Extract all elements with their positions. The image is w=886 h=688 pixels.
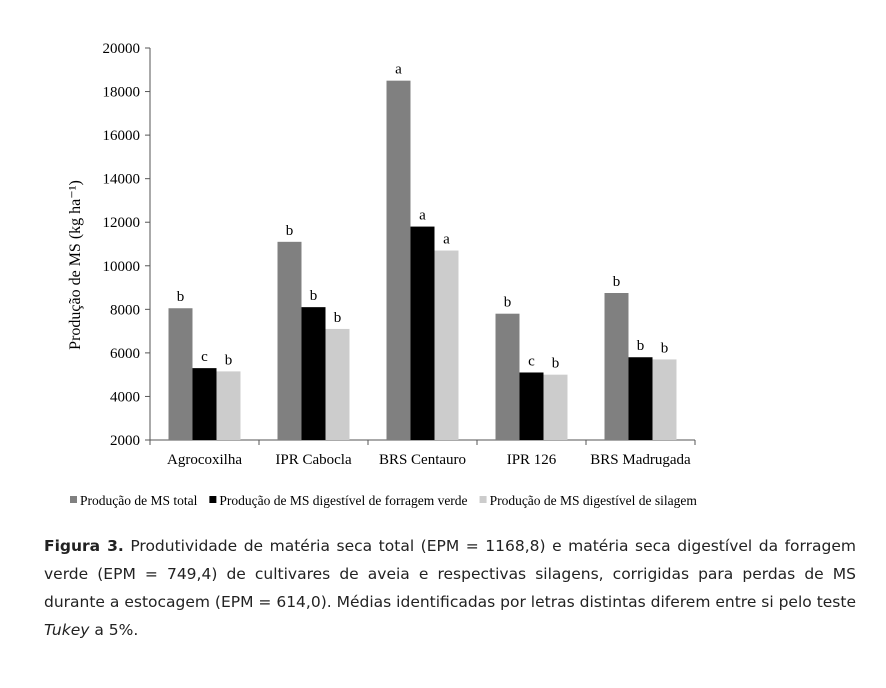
bar-letter-label: b	[310, 288, 318, 304]
bar-letter-label: a	[419, 208, 426, 224]
y-tick-label: 2000	[110, 433, 140, 449]
bar-letter-label: b	[661, 340, 669, 356]
bar-letter-label: b	[334, 310, 342, 326]
bar-chart: 2000 4000 6000 8000 10000 12000 14000 16000 1800…	[67, 41, 697, 508]
x-axis: Agrocoxilha IPR Cabocla BRS Centauro IPR 12…	[149, 439, 696, 468]
caption-label: Figura 3.	[44, 537, 124, 555]
bar	[652, 359, 677, 440]
x-tick-label: IPR 126	[507, 452, 557, 468]
bar	[543, 374, 568, 440]
bar	[628, 357, 653, 440]
legend-label: Produção de MS digestível de silagem	[490, 493, 698, 508]
legend-swatch	[479, 496, 487, 503]
x-tick-label: Agrocoxilha	[167, 452, 242, 468]
bar-letter-label: a	[443, 232, 450, 248]
x-tick-label: BRS Centauro	[379, 452, 466, 468]
figure-caption: Figura 3. Produtividade de matéria seca …	[44, 532, 856, 644]
y-axis-label: Produção de MS (kg ha⁻¹)	[67, 180, 84, 350]
bar	[301, 307, 326, 440]
bar-letter-label: b	[552, 356, 560, 372]
caption-text-end: a 5%.	[89, 621, 139, 639]
legend-label: Produção de MS total	[80, 493, 198, 508]
x-tick-label: BRS Madrugada	[590, 452, 691, 468]
y-tick-label: 16000	[103, 128, 141, 144]
bar-letter-label: b	[286, 223, 294, 239]
bar	[386, 80, 411, 441]
bar	[168, 308, 193, 440]
bar-letter-label: b	[637, 338, 645, 354]
bar	[519, 372, 544, 440]
caption-italic: Tukey	[44, 621, 90, 639]
legend-label: Produção de MS digestível de forragem ve…	[219, 493, 467, 508]
bar-letter-label: b	[225, 352, 233, 368]
y-tick-label: 18000	[103, 85, 141, 101]
bar-letter-label: c	[201, 349, 208, 365]
y-tick-label: 14000	[103, 172, 141, 188]
bar-letter-label: b	[177, 289, 185, 305]
bar	[277, 241, 302, 440]
bar	[192, 368, 217, 440]
legend-swatch	[70, 496, 77, 503]
bar-letter-label: a	[395, 62, 402, 78]
y-axis: 2000 4000 6000 8000 10000 12000 14000 16000 1800…	[103, 41, 151, 449]
bar	[325, 328, 350, 440]
y-tick-label: 8000	[110, 302, 140, 318]
y-tick-label: 4000	[110, 389, 140, 405]
bar	[434, 250, 459, 440]
bar	[495, 313, 520, 440]
bar	[216, 371, 241, 440]
legend: Produção de MS total Produção de MS diges…	[70, 493, 697, 508]
caption-text: Produtividade de matéria seca total (EPM…	[44, 537, 856, 611]
y-tick-label: 20000	[103, 41, 141, 57]
bar	[410, 226, 435, 440]
y-tick-label: 6000	[110, 346, 140, 362]
y-tick-label: 10000	[103, 259, 141, 275]
y-tick-label: 12000	[103, 215, 141, 231]
bar-letter-label: b	[613, 274, 621, 290]
bar	[604, 293, 629, 440]
bar-letter-label: c	[528, 353, 535, 369]
x-tick-label: IPR Cabocla	[275, 452, 352, 468]
bar-letter-label: b	[504, 295, 512, 311]
legend-swatch	[209, 496, 217, 503]
